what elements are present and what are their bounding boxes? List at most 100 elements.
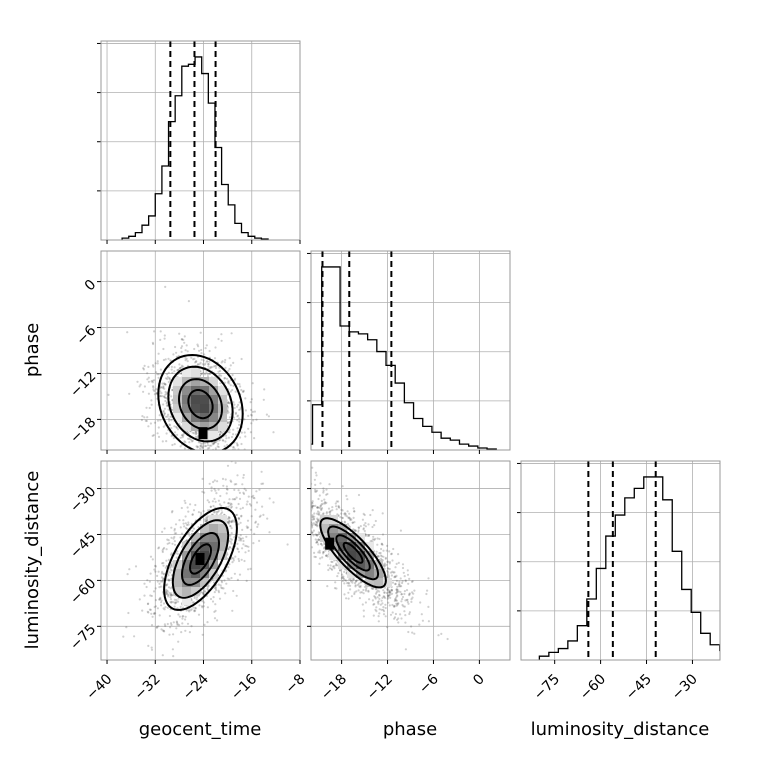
scatter-point	[247, 414, 250, 417]
scatter-point	[165, 592, 168, 596]
scatter-point	[154, 570, 157, 573]
scatter-point	[206, 606, 209, 609]
scatter-point	[156, 419, 160, 422]
scatter-point	[314, 533, 317, 536]
scatter-point	[220, 508, 223, 511]
scatter-point	[126, 331, 129, 334]
scatter-point	[162, 395, 166, 398]
scatter-point	[337, 572, 340, 575]
scatter-point	[195, 445, 198, 448]
scatter-point	[349, 588, 352, 591]
scatter-point	[161, 629, 164, 632]
scatter-point	[220, 579, 223, 583]
scatter-point	[226, 517, 229, 521]
scatter-point	[170, 594, 173, 597]
scatter-point	[214, 587, 217, 590]
scatter-point	[173, 529, 176, 532]
scatter-point	[197, 526, 200, 529]
scatter-point	[211, 578, 214, 581]
scatter-point	[400, 593, 403, 596]
scatter-point	[255, 418, 258, 421]
scatter-point	[208, 501, 211, 504]
scatter-point	[408, 594, 411, 597]
scatter-point	[246, 519, 250, 522]
scatter-point	[177, 597, 180, 600]
scatter-point	[161, 654, 164, 657]
scatter-point	[211, 500, 214, 503]
scatter-point	[147, 365, 150, 368]
scatter-point	[236, 542, 239, 546]
scatter-point	[316, 506, 319, 509]
scatter-point	[354, 580, 358, 583]
scatter-point	[169, 568, 172, 571]
scatter-point	[402, 605, 405, 608]
scatter-point	[316, 518, 319, 522]
scatter-point	[316, 510, 320, 513]
scatter-point	[371, 509, 374, 512]
scatter-point	[353, 582, 357, 585]
scatter-point	[396, 618, 399, 621]
scatter-point	[351, 581, 354, 584]
scatter-point	[144, 419, 147, 422]
axis-labels: geocent_time phase luminosity_distance p…	[22, 323, 709, 740]
scatter-point	[399, 577, 402, 580]
scatter-point	[213, 440, 217, 444]
scatter-point	[227, 411, 230, 414]
scatter-point	[203, 589, 206, 593]
scatter-point	[175, 601, 178, 604]
scatter-point	[153, 389, 156, 393]
scatter-point	[235, 483, 238, 486]
scatter-point	[306, 483, 308, 485]
scatter-point	[229, 524, 232, 528]
density-cell	[356, 542, 365, 551]
scatter-point	[394, 612, 397, 616]
scatter-point	[386, 587, 389, 590]
scatter-point	[243, 418, 246, 421]
scatter-point	[234, 411, 238, 414]
scatter-point	[343, 582, 346, 585]
scatter-point	[388, 594, 391, 597]
scatter-point	[171, 542, 174, 545]
scatter-point	[217, 370, 220, 373]
scatter-point	[371, 599, 374, 602]
scatter-point	[147, 602, 150, 605]
scatter-point	[134, 565, 138, 568]
density-cell	[200, 395, 209, 404]
scatter-point	[164, 393, 167, 396]
scatter-point	[154, 599, 157, 602]
scatter-point	[238, 420, 241, 423]
scatter-point	[165, 401, 169, 404]
scatter-point	[397, 561, 400, 565]
scatter-point	[330, 567, 333, 571]
density-cell	[320, 524, 329, 533]
scatter-point	[391, 581, 395, 584]
scatter-point	[169, 565, 172, 568]
scatter-point	[168, 376, 171, 380]
scatter-point	[404, 579, 407, 582]
scatter-point	[398, 583, 401, 586]
density-cell	[182, 596, 191, 605]
scatter-point	[216, 464, 218, 466]
scatter-point	[387, 571, 390, 574]
scatter-point	[362, 512, 365, 516]
scatter-point	[214, 489, 217, 492]
scatter-point	[159, 597, 162, 600]
scatter-point	[227, 502, 230, 505]
scatter-point	[202, 359, 205, 362]
scatter-point	[324, 502, 327, 505]
scatter-point	[401, 563, 405, 566]
scatter-point	[340, 577, 343, 580]
scatter-point	[338, 506, 341, 509]
contour-level-4	[342, 541, 364, 564]
scatter-point	[321, 556, 324, 559]
scatter-point	[400, 600, 403, 603]
scatter-point	[361, 603, 364, 606]
scatter-point	[162, 561, 165, 565]
scatter-point	[372, 614, 375, 617]
scatter-point	[143, 594, 146, 597]
scatter-point	[156, 373, 159, 376]
x-tick-label: 0	[470, 671, 488, 689]
scatter-point	[440, 632, 443, 636]
scatter-point	[384, 606, 387, 610]
scatter-point	[224, 366, 227, 369]
